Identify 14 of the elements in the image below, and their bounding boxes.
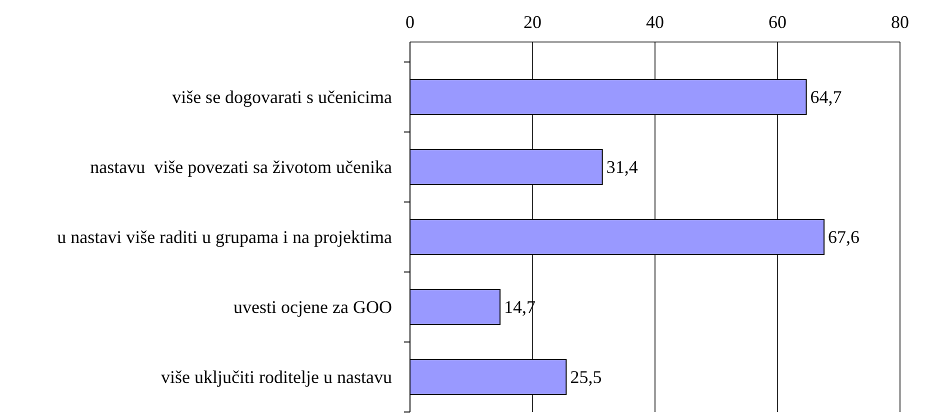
data-label: 25,5: [570, 367, 602, 387]
y-tick-label: u nastavi više raditi u grupama i na projektima: [57, 227, 392, 247]
y-tick-label: nastavu više povezati sa životom učenika: [90, 157, 392, 177]
y-tick-label: više se dogovarati s učenicima: [172, 87, 392, 107]
data-label: 67,6: [828, 227, 860, 247]
x-tick-label: 20: [524, 12, 542, 32]
data-label: 31,4: [606, 157, 638, 177]
x-tick-label: 40: [646, 12, 664, 32]
y-tick-label: više uključiti roditelje u nastavu: [161, 367, 392, 387]
data-label: 64,7: [810, 87, 842, 107]
x-tick-label: 0: [406, 12, 414, 32]
x-tick-label: 80: [891, 12, 909, 32]
x-tick-label: 60: [768, 12, 786, 32]
y-tick-label: uvesti ocjene za GOO: [234, 297, 392, 317]
